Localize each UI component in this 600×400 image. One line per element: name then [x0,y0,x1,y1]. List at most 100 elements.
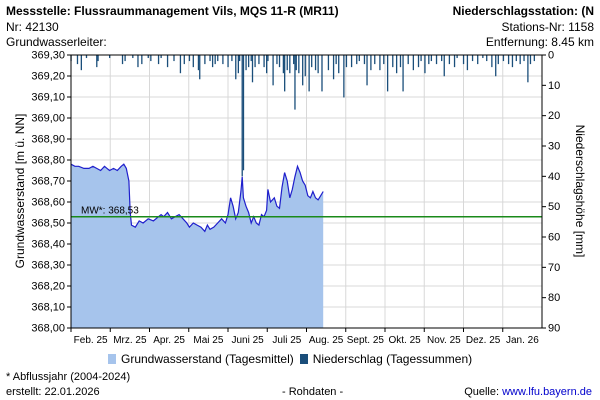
precip-bar [428,55,430,65]
precip-bar [250,55,252,62]
precip-bar [515,55,517,62]
precip-bar [412,55,415,71]
x-tick-label: Juni 25 [232,335,265,346]
y-tick-label: 368,80 [31,155,65,167]
aquifer-label: Grundwasserleiter: [6,35,107,49]
precip-bar [295,55,297,71]
y-tick-label: 369,30 [31,50,65,62]
precip-bar [241,55,243,177]
legend-groundwater: Grundwasserstand (Tagesmittel) [121,352,294,366]
precip-bar [420,55,422,62]
precip-bar [267,55,269,62]
y-tick-label: 368,10 [31,302,65,314]
precip-bar [272,55,274,86]
y-right-tick-label: 90 [548,323,560,335]
y-tick-label: 369,00 [31,113,65,125]
y-tick-label: 368,00 [31,323,65,335]
precip-bar [402,55,404,92]
precip-bar [204,55,206,65]
precip-bar [293,55,295,65]
precip-bar [386,55,389,92]
precip-bar [519,55,521,65]
precip-bar [448,55,451,65]
precip-bar [392,55,394,68]
precip-bar [211,55,214,68]
precip-bar [332,55,335,80]
y-axis-label: Grundwasserstand [m ü. NN] [13,114,27,269]
left-axis-ticks: 368,00 368,10 368,20 368,30 368,40 368,50 368,… [31,50,71,335]
precip-bar [302,55,304,86]
precip-bar [314,55,317,71]
precip-bar [358,55,360,62]
precip-bar [430,55,433,62]
y-right-tick-label: 60 [548,232,560,244]
precip-bar [214,55,216,65]
source-link[interactable]: www.lfu.bayern.de [502,386,592,398]
precip-bar [486,55,488,62]
precip-bar [523,55,525,62]
x-tick-label: Dez. 25 [466,335,501,346]
x-tick-label: Mrz. 25 [113,335,147,346]
precip-bar [356,55,358,65]
precip-bar [76,55,79,65]
precip-bar [345,55,348,68]
precip-bar [150,55,152,62]
precip-bar [147,55,149,59]
raw-data-label: - Rohdaten - [282,386,344,398]
precip-bar [471,55,474,62]
distance-label: Entfernung: 8.45 km [485,35,594,49]
precip-bar [482,55,484,59]
precip-bar [282,55,285,74]
x-tick-label: Apr. 25 [153,335,185,346]
precip-bar [247,55,250,68]
precip-bar [350,55,353,68]
x-tick-label: Sept. 25 [347,335,385,346]
precip-bar [124,55,126,62]
precip-bar [276,55,278,65]
precip-bar [317,55,319,74]
precip-bar [456,55,458,59]
precip-bar [466,55,469,71]
precip-bar [235,55,237,80]
precip-station-number: Stations-Nr: 1158 [501,20,595,34]
precip-bar [199,55,201,80]
precip-bar [96,55,98,68]
precip-bar [278,55,281,68]
precip-bar [424,55,426,74]
station-title: Messstelle: Flussraummanagement Vils, MQ… [6,4,339,18]
precip-bar [399,55,402,68]
precip-bar [298,55,300,74]
x-axis-ticks: Feb. 25 Mrz. 25 Apr. 25 Mai 25 Juni 25 Juli 2… [70,328,539,346]
precip-bar [231,55,233,62]
x-tick-label: Okt. 25 [389,335,422,346]
precip-bar [511,55,514,68]
y-right-tick-label: 0 [548,50,554,62]
y-right-tick-label: 10 [548,80,560,92]
y-right-axis-label: Niederschlagshöhe [mm] [573,125,587,258]
precip-bar [183,55,185,65]
y-tick-label: 368,60 [31,197,65,209]
precip-bar [284,55,286,92]
precip-bar [222,55,224,65]
precip-bar [251,55,254,83]
precip-bar [417,55,420,68]
precip-bar [227,55,229,68]
precip-bar [217,55,219,62]
precip-bar [502,55,505,62]
precip-bar [266,55,268,74]
precip-bar [453,55,456,68]
precip-bar [383,55,385,65]
legend-precip: Niederschlag (Tagessummen) [312,352,473,366]
precip-bar [321,55,323,92]
precip-bar [370,55,372,71]
precip-bar [311,55,313,68]
groundwater-line [70,163,324,233]
precip-bar [395,55,398,74]
precip-bar [443,55,445,77]
x-tick-label: Aug. 25 [309,335,344,346]
y-tick-label: 369,10 [31,92,65,104]
right-axis-ticks: 0 10 20 30 40 50 60 70 80 90 [542,50,560,335]
precip-bar [374,55,376,65]
groundwater-area [71,164,324,328]
precip-bar [109,55,111,59]
